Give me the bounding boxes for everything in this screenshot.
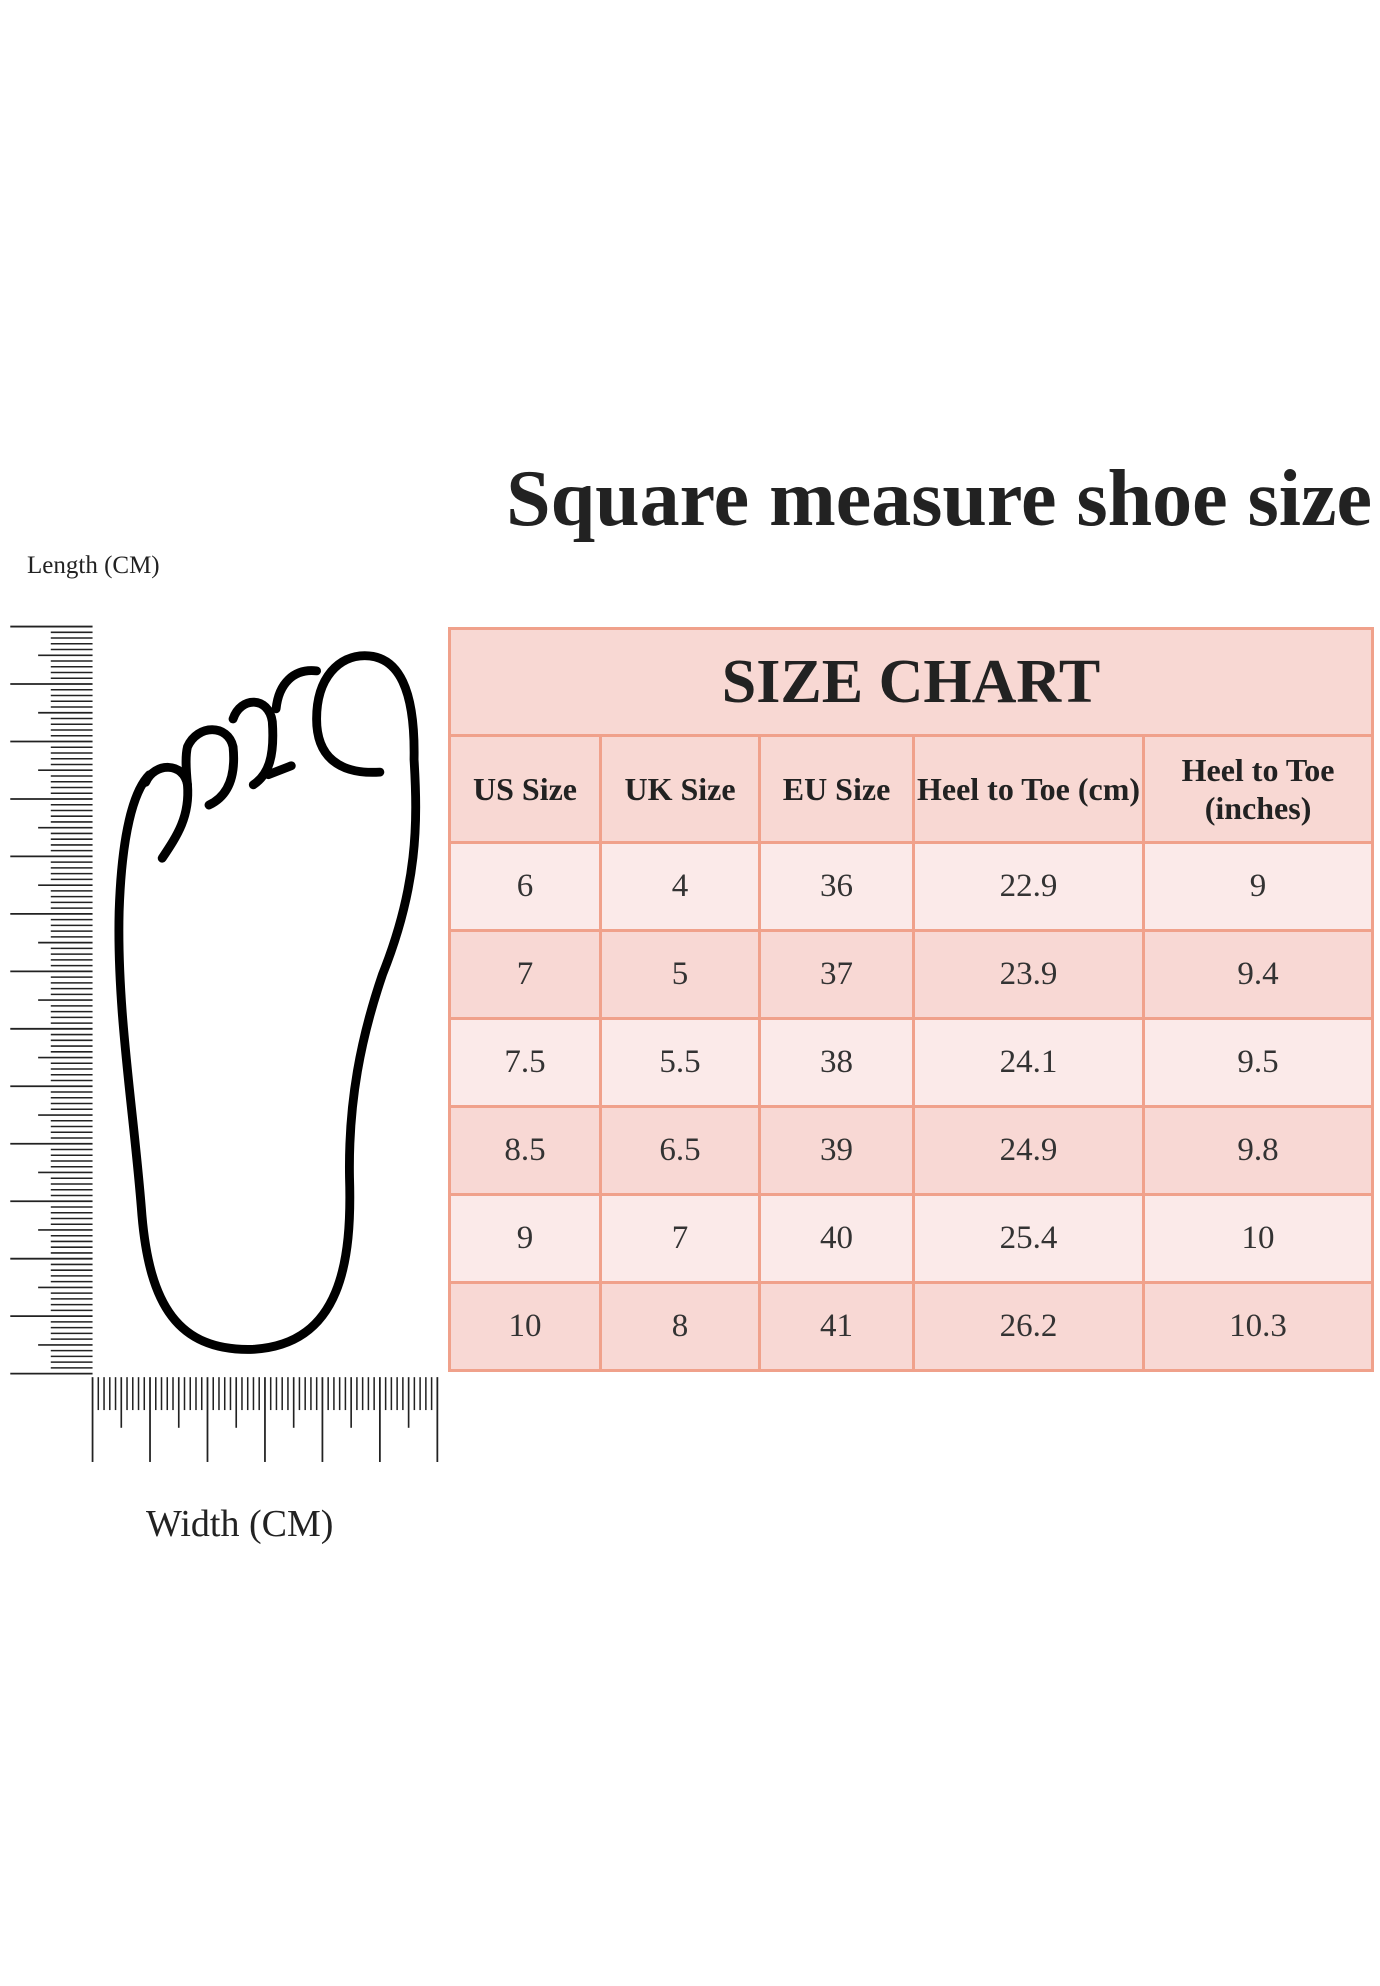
- column-header: US Size: [448, 734, 602, 844]
- column-header: EU Size: [758, 734, 915, 844]
- foot-outline-icon: [114, 651, 421, 1354]
- table-cell: 6.5: [599, 1105, 761, 1196]
- table-row: 10 8 41 26.2 10.3: [448, 1281, 1375, 1372]
- table-cell: 10.3: [1141, 1281, 1375, 1372]
- page-title: Square measure shoe size: [506, 455, 1372, 543]
- table-cell: 5.5: [599, 1017, 761, 1108]
- column-header: UK Size: [599, 734, 761, 844]
- table-cell: 38: [758, 1017, 915, 1108]
- table-cell: 5: [599, 929, 761, 1020]
- length-label: Length (CM): [27, 552, 160, 579]
- table-cell: 22.9: [912, 841, 1145, 932]
- table-cell: 23.9: [912, 929, 1145, 1020]
- size-chart-table: SIZE CHART US Size UK Size EU Size Heel to …: [447, 627, 1375, 1372]
- size-chart-title: SIZE CHART: [447, 627, 1375, 737]
- table-cell: 24.1: [912, 1017, 1145, 1108]
- rulers: [10, 625, 439, 1462]
- table-row: 8.5 6.5 39 24.9 9.8: [448, 1105, 1375, 1196]
- table-cell: 25.4: [912, 1193, 1145, 1284]
- header-row: US Size UK Size EU Size Heel to Toe (cm) Hee…: [448, 734, 1375, 844]
- table-row: 7.5 5.5 38 24.1 9.5: [448, 1017, 1375, 1108]
- width-label: Width (CM): [146, 1503, 334, 1545]
- table-cell: 36: [758, 841, 915, 932]
- table-cell: 37: [758, 929, 915, 1020]
- table-cell: 41: [758, 1281, 915, 1372]
- table-cell: 7: [599, 1193, 761, 1284]
- table-cell: 9.8: [1141, 1105, 1375, 1196]
- table-cell: 6: [448, 841, 602, 932]
- column-header: Heel to Toe (cm): [912, 734, 1145, 844]
- table-cell: 9.5: [1141, 1017, 1375, 1108]
- table-cell: 39: [758, 1105, 915, 1196]
- table-cell: 4: [599, 841, 761, 932]
- table-row: 6 4 36 22.9 9: [448, 841, 1375, 932]
- table-row: 9 7 40 25.4 10: [448, 1193, 1375, 1284]
- table-cell: 9: [448, 1193, 602, 1284]
- table-cell: 8: [599, 1281, 761, 1372]
- table-cell: 10: [448, 1281, 602, 1372]
- column-header: Heel to Toe (inches): [1141, 734, 1375, 844]
- table-cell: 7: [448, 929, 602, 1020]
- table-row: 7 5 37 23.9 9.4: [448, 929, 1375, 1020]
- table-cell: 24.9: [912, 1105, 1145, 1196]
- table-cell: 26.2: [912, 1281, 1145, 1372]
- table-cell: 9: [1141, 841, 1375, 932]
- table-cell: 9.4: [1141, 929, 1375, 1020]
- table-cell: 7.5: [448, 1017, 602, 1108]
- table-cell: 8.5: [448, 1105, 602, 1196]
- table-cell: 10: [1141, 1193, 1375, 1284]
- table-cell: 40: [758, 1193, 915, 1284]
